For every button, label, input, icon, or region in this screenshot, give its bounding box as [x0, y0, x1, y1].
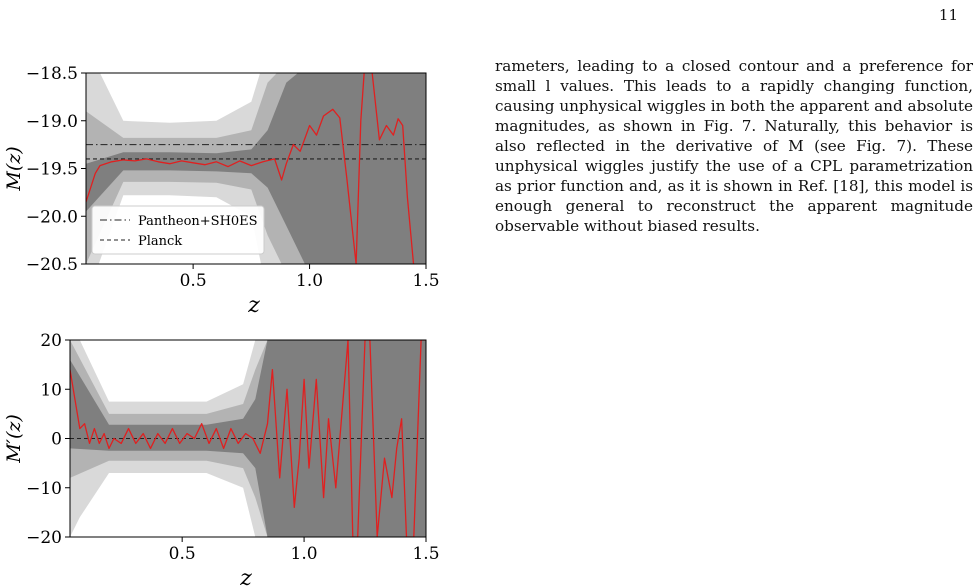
y-tick-label: −19.0: [26, 112, 78, 132]
x-tick-label: 1.5: [412, 544, 439, 564]
figure-7: 0.5 1.0 1.5 −18.5 −19.0 −19.5 −20.0 −20.5 z M(z) P…: [3, 64, 440, 588]
x-axis-label: z: [247, 293, 260, 318]
plot-area: [70, 340, 426, 537]
legend-label: Pantheon+SH0ES: [138, 214, 258, 229]
x-tick-label: 0.5: [180, 271, 207, 291]
legend-box: [91, 205, 265, 255]
y-tick-label: −18.5: [26, 64, 78, 84]
x-tick-label: 1.0: [296, 271, 323, 291]
y-tick-label: −20.5: [26, 255, 78, 275]
y-tick-label: −20.0: [26, 207, 78, 227]
page-number: 11: [938, 6, 958, 24]
x-axis-label: z: [239, 566, 252, 588]
median-curve: [86, 73, 415, 264]
y-tick-label: 0: [51, 430, 62, 450]
bottom-panel-m-prime: 0.5 1.0 1.5 20 10 0 −10 −20 z M′(z): [3, 331, 440, 588]
plot-area: [86, 73, 426, 264]
y-tick-label: −19.5: [26, 160, 78, 180]
body-paragraph: rameters, leading to a closed contour an…: [495, 56, 973, 236]
x-tick-label: 1.0: [291, 544, 318, 564]
y-tick-label: 10: [40, 380, 62, 400]
y-tick-label: −10: [26, 479, 62, 499]
y-tick-label: 20: [40, 331, 62, 351]
y-axis-label: M′(z): [3, 414, 25, 464]
median-curve: [70, 340, 426, 537]
x-tick-label: 0.5: [169, 544, 196, 564]
y-tick-label: −20: [26, 528, 62, 548]
paragraph-text: rameters, leading to a closed contour an…: [495, 57, 973, 235]
legend-label: Planck: [138, 234, 182, 249]
x-tick-label: 1.5: [412, 271, 439, 291]
top-panel-m-of-z: 0.5 1.0 1.5 −18.5 −19.0 −19.5 −20.0 −20.5 z M(z) P…: [3, 64, 440, 318]
confidence-band-1sigma: [86, 73, 426, 264]
y-axis-label: M(z): [3, 146, 25, 191]
